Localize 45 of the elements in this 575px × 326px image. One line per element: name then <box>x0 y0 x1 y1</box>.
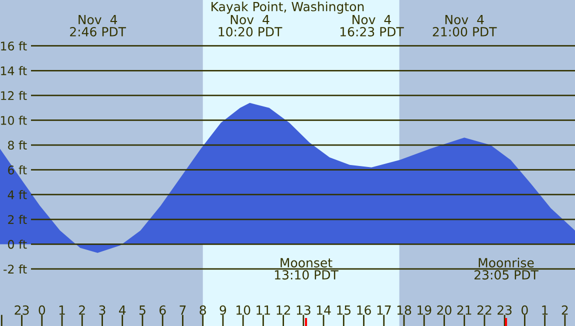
y-tick-label: 0 ft <box>8 240 27 249</box>
x-tick-label: 17 <box>377 306 391 315</box>
x-tick-label: 22 <box>477 305 492 315</box>
x-tick-label: 1 <box>59 306 65 315</box>
x-tick-label: 18 <box>397 305 412 315</box>
x-tick-label: 20 <box>437 305 452 315</box>
y-tick-label: 12 ft <box>1 90 27 100</box>
annotation: Nov 4 2:46 PDT <box>70 15 126 36</box>
y-tick-label: 10 ft <box>1 116 27 125</box>
x-tick-label: 3 <box>99 305 106 315</box>
x-tick-label: 2 <box>79 305 85 315</box>
x-tick-label: 5 <box>139 306 146 315</box>
y-tick-label: 14 ft <box>1 66 27 76</box>
x-tick-label: 7 <box>180 306 186 315</box>
x-tick-label: 21 <box>457 305 472 315</box>
y-tick-label: 4 ft <box>8 190 27 200</box>
annotation: Nov 4 21:00 PDT <box>432 15 497 36</box>
x-tick-label: 4 <box>119 306 126 315</box>
x-tick-label: 0 <box>522 305 528 315</box>
annotation: Nov 4 10:20 PDT <box>218 15 282 36</box>
x-tick-label: 23 <box>14 305 29 315</box>
chart-title: Kayak Point, Washington <box>212 2 364 14</box>
x-tick-label: 12 <box>276 305 290 315</box>
x-tick-label: 10 <box>236 305 250 315</box>
y-tick-label: 6 ft <box>8 165 27 174</box>
x-tick-label: 2 <box>562 305 568 315</box>
x-tick-label: 19 <box>418 305 432 315</box>
y-tick-label: -2 ft <box>4 264 27 274</box>
annotation: Moonrise 23:05 PDT <box>474 258 538 280</box>
annotation: Moonset 13:10 PDT <box>274 258 338 280</box>
x-tick-label: 9 <box>220 305 226 315</box>
x-tick-label: 13 <box>296 305 310 315</box>
x-tick-label: 1 <box>542 306 548 315</box>
x-tick-label: 16 <box>357 305 371 315</box>
x-tick-label: 23 <box>498 305 512 315</box>
x-tick-label: 6 <box>160 305 166 315</box>
x-tick-label: 14 <box>316 306 331 315</box>
x-tick-label: 0 <box>38 305 46 315</box>
annotation: Nov 4 16:23 PDT <box>340 15 404 36</box>
x-tick-label: 11 <box>256 306 270 315</box>
y-tick-label: 2 ft <box>8 214 27 224</box>
x-tick-label: 15 <box>337 306 351 315</box>
y-tick-label: 8 ft <box>8 140 27 150</box>
y-tick-label: 16 ft <box>1 41 27 51</box>
x-tick-label: 8 <box>200 305 206 315</box>
